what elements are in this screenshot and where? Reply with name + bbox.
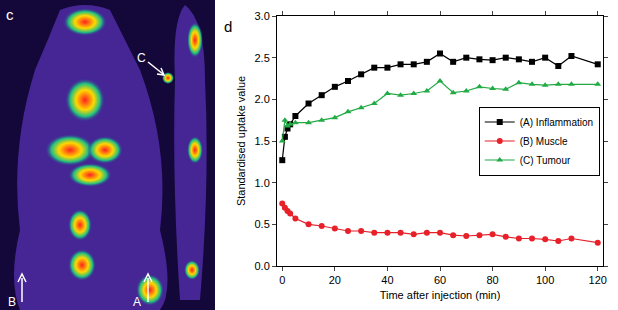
svg-text:1.5: 1.5 [255, 135, 270, 147]
svg-text:d: d [224, 18, 232, 35]
svg-text:Standardised uptake value: Standardised uptake value [235, 76, 247, 206]
svg-text:B: B [8, 295, 16, 309]
svg-text:100: 100 [536, 274, 554, 286]
svg-text:0.0: 0.0 [255, 260, 270, 272]
svg-text:(A) Inflammation: (A) Inflammation [520, 117, 593, 128]
svg-text:3.0: 3.0 [255, 10, 270, 22]
svg-text:1.0: 1.0 [255, 177, 270, 189]
svg-text:A: A [133, 295, 141, 309]
svg-text:0: 0 [279, 274, 285, 286]
svg-text:120: 120 [589, 274, 607, 286]
svg-text:60: 60 [434, 274, 446, 286]
svg-text:Time after injection (min): Time after injection (min) [380, 289, 501, 301]
svg-text:c: c [6, 6, 14, 23]
svg-text:(B) Muscle: (B) Muscle [520, 136, 568, 147]
svg-text:20: 20 [329, 274, 341, 286]
svg-text:2.0: 2.0 [255, 93, 270, 105]
svg-text:2.5: 2.5 [255, 52, 270, 64]
svg-text:80: 80 [486, 274, 498, 286]
svg-text:C: C [137, 51, 146, 65]
svg-text:40: 40 [381, 274, 393, 286]
svg-text:0.5: 0.5 [255, 218, 270, 230]
svg-text:(C) Tumour: (C) Tumour [520, 155, 571, 166]
